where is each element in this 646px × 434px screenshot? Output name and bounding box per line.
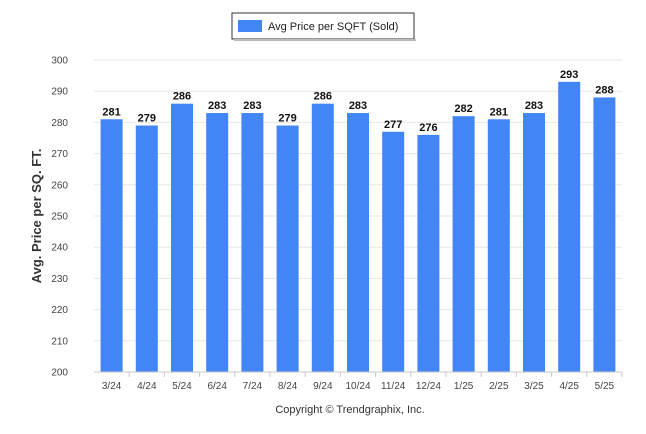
bar-value-label: 283 [525, 100, 543, 112]
data-labels: 281 279 286 283 283 279 286 283 277 276 282 281 283 2… [102, 69, 613, 134]
y-tick-label: 280 [51, 118, 68, 129]
bar-value-label: 282 [454, 103, 472, 115]
bar-value-label: 286 [314, 91, 332, 103]
legend-shadow [234, 39, 416, 41]
bar[interactable] [206, 113, 229, 372]
bar-value-label: 281 [102, 106, 120, 118]
bar[interactable] [171, 103, 193, 373]
bar[interactable] [523, 113, 545, 372]
legend-swatch [238, 20, 262, 32]
x-tick-label: 1/25 [454, 381, 474, 392]
x-tick-label: 5/25 [595, 381, 615, 392]
x-tick-label: 7/24 [243, 381, 263, 392]
bar-value-label: 279 [138, 113, 156, 125]
bar-value-label: 286 [173, 91, 191, 103]
x-tick-label: 5/24 [172, 381, 192, 392]
x-tick-label: 8/24 [278, 381, 298, 392]
legend[interactable]: Avg Price per SQFT (Sold) [231, 12, 416, 41]
x-tick-label: 3/24 [102, 381, 122, 392]
bar[interactable] [593, 97, 616, 372]
x-tick-label: 6/24 [207, 381, 227, 392]
legend-label: Avg Price per SQFT (Sold) [268, 21, 398, 33]
bar[interactable] [417, 134, 440, 372]
bar[interactable] [100, 119, 123, 372]
bar-value-label: 283 [243, 100, 261, 112]
bar[interactable] [276, 125, 299, 373]
bar-value-label: 293 [560, 69, 578, 81]
y-tick-label: 210 [51, 336, 68, 347]
bar[interactable] [135, 125, 158, 373]
bar-value-label: 276 [419, 122, 437, 134]
x-tick-label: 12/24 [416, 381, 441, 392]
bar-value-label: 288 [595, 84, 613, 96]
x-tick-label: 11/24 [381, 381, 406, 392]
x-tick-label: 3/25 [524, 381, 544, 392]
y-tick-label: 220 [51, 305, 68, 316]
bar[interactable] [558, 81, 581, 372]
bars [100, 81, 616, 373]
bar[interactable] [347, 113, 369, 372]
bar[interactable] [487, 119, 510, 372]
bar-value-label: 277 [384, 119, 402, 131]
bar[interactable] [452, 116, 475, 372]
y-tick-label: 200 [51, 368, 68, 379]
copyright-credit: Copyright © Trendgraphix, Inc. [275, 404, 424, 416]
legend-box [231, 12, 415, 40]
x-tick-label: 4/24 [137, 381, 157, 392]
y-tick-label: 240 [51, 243, 68, 254]
y-tick-label: 300 [51, 56, 68, 67]
y-tick-label: 260 [51, 180, 68, 191]
y-tick-label: 250 [51, 212, 68, 223]
y-tick-label: 230 [51, 274, 68, 285]
y-tick-label: 270 [51, 149, 68, 160]
x-tick-label: 4/25 [559, 381, 579, 392]
x-tick-label: 2/25 [489, 381, 509, 392]
bar[interactable] [382, 131, 405, 372]
x-tick-label: 10/24 [345, 381, 370, 392]
bar[interactable] [241, 113, 264, 372]
y-axis-title: Avg. Price per SQ. FT. [29, 149, 44, 284]
bar-value-label: 283 [349, 100, 367, 112]
x-axis-ticks: 3/24 4/24 5/24 6/24 7/24 8/24 9/24 10/24 11/24 12… [102, 372, 623, 392]
y-tick-label: 290 [51, 87, 68, 98]
bar[interactable] [311, 103, 334, 373]
x-tick-label: 9/24 [313, 381, 333, 392]
y-axis-ticks: 200 210 220 230 240 250 260 270 280 290 300 [51, 56, 68, 379]
bar-value-label: 283 [208, 100, 226, 112]
bar-value-label: 279 [278, 113, 296, 125]
bar-value-label: 281 [490, 106, 508, 118]
